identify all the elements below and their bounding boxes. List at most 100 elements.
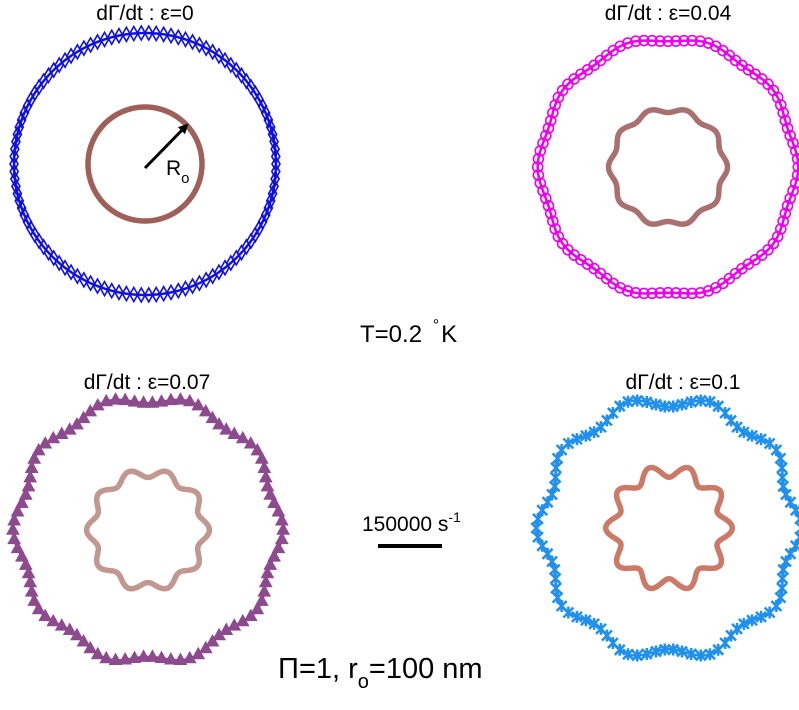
outer-marker: [143, 24, 154, 42]
outer-marker: [580, 614, 592, 627]
outer-marker: [654, 35, 666, 47]
outer-marker: [173, 282, 184, 300]
outer-marker: [774, 99, 787, 111]
outer-marker: [258, 574, 273, 588]
outer-marker: [241, 72, 252, 90]
outer-marker: [143, 286, 154, 304]
outer-marker: [789, 177, 799, 189]
outer-marker: [220, 51, 230, 69]
outer-marker: [776, 582, 788, 595]
outer-marker: [99, 393, 114, 407]
outer-marker: [114, 26, 124, 45]
outer-marker: [694, 649, 707, 662]
outer-marker: [31, 601, 46, 615]
outer-marker: [658, 643, 671, 656]
outer-marker: [9, 170, 20, 188]
outer-marker: [774, 223, 787, 235]
outer-marker: [212, 416, 226, 430]
radius-label: Ro: [166, 157, 190, 187]
outer-marker: [784, 192, 796, 205]
outer-marker: [686, 34, 698, 47]
outer-marker: [127, 394, 142, 407]
outer-marker: [151, 24, 162, 43]
outer-marker: [136, 24, 147, 42]
outer-marker: [219, 622, 234, 635]
panel-title-eps-004: dΓ/dt : ε=0.04: [605, 2, 732, 25]
outer-marker: [678, 34, 690, 47]
outer-marker: [70, 416, 84, 430]
outer-marker: [267, 125, 278, 143]
outer-marker: [588, 426, 601, 439]
outer-marker: [547, 107, 559, 119]
outer-marker: [21, 478, 36, 492]
outer-marker: [108, 652, 123, 665]
outer-marker: [795, 522, 799, 534]
outer-marker: [15, 549, 29, 562]
outer-marker: [794, 512, 799, 525]
outer-marker: [258, 469, 273, 483]
outer-marker: [90, 646, 105, 660]
outer-marker: [631, 394, 644, 407]
outer-marker: [207, 43, 218, 61]
outer-marker: [646, 34, 658, 47]
outer-marker: [270, 170, 281, 188]
outer-marker: [166, 283, 176, 302]
outer-marker: [534, 145, 547, 157]
outer-marker: [276, 522, 290, 535]
outer-marker: [532, 169, 545, 181]
outer-marker: [254, 451, 269, 464]
outer-marker: [254, 593, 269, 606]
outer-marker: [267, 185, 278, 203]
radius-arrow: [143, 123, 189, 170]
outer-marker: [191, 646, 206, 660]
outer-marker: [187, 33, 198, 51]
outer-marker: [83, 640, 98, 654]
outer-marker: [571, 433, 583, 446]
outer-marker: [640, 395, 653, 408]
outer-marker: [571, 610, 583, 623]
outer-marker: [678, 287, 690, 300]
outer-marker: [24, 460, 39, 473]
outer-marker: [173, 652, 188, 665]
outer-marker: [6, 522, 20, 535]
outer-contour: [536, 39, 799, 295]
outer-marker: [121, 25, 132, 43]
outer-marker: [552, 230, 565, 243]
outer-marker: [7, 512, 22, 526]
outer-marker: [173, 392, 188, 405]
outer-marker: [205, 633, 220, 647]
outer-marker: [640, 648, 653, 661]
outer-marker: [10, 504, 25, 517]
outer-marker: [9, 147, 20, 166]
outer-marker: [114, 283, 124, 302]
outer-marker: [9, 155, 19, 173]
outer-marker: [23, 574, 38, 588]
outer-marker: [791, 169, 799, 181]
outer-marker: [629, 35, 642, 48]
params-label: Π=1, ro=100 nm: [278, 653, 483, 693]
outer-marker: [694, 35, 707, 48]
outer-marker: [791, 153, 799, 165]
outer-marker: [265, 192, 276, 210]
outer-marker: [241, 238, 252, 256]
outer-marker: [550, 461, 562, 474]
outer-marker: [588, 617, 601, 630]
outer-marker: [614, 40, 626, 53]
outer-marker: [194, 274, 205, 292]
outer-marker: [270, 140, 281, 158]
outer-marker: [173, 28, 184, 46]
outer-marker: [227, 618, 242, 631]
outer-marker: [789, 145, 799, 157]
outer-marker: [542, 200, 555, 212]
outer-marker: [638, 287, 650, 300]
outer-marker: [702, 37, 715, 49]
outer-marker: [622, 395, 634, 408]
outer-marker: [207, 267, 218, 285]
outer-marker: [271, 540, 286, 554]
outer-marker: [118, 392, 132, 406]
outer-marker: [685, 395, 698, 408]
outer-marker: [755, 610, 767, 623]
outer-marker: [676, 398, 688, 411]
outer-marker: [544, 207, 557, 220]
outer-marker: [38, 608, 53, 622]
